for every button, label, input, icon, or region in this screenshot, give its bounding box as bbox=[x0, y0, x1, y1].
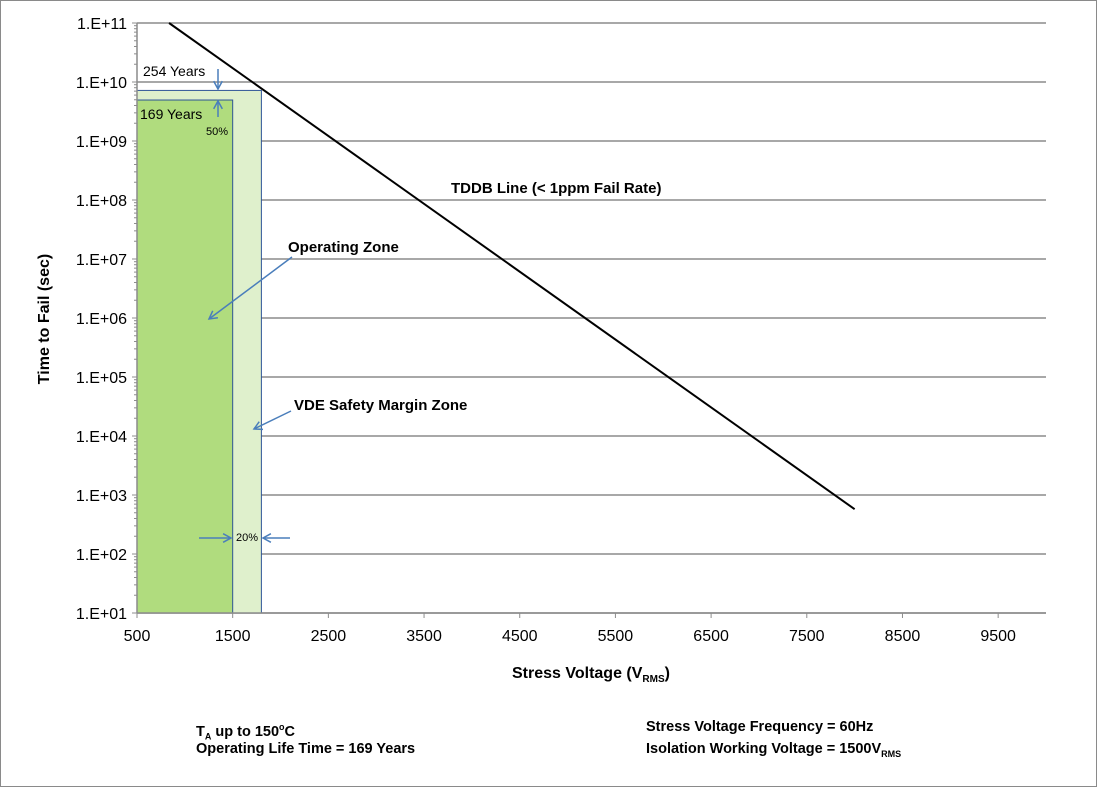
arrow-safety-zone-head bbox=[252, 421, 264, 431]
y-tick-label: 1.E+04 bbox=[76, 429, 127, 446]
ta-sub: A bbox=[204, 731, 212, 742]
y-tick-label: 1.E+01 bbox=[76, 606, 127, 623]
x-tick-label: 5500 bbox=[598, 628, 634, 645]
operating-zone bbox=[136, 99, 234, 614]
x-tick-label: 9500 bbox=[980, 628, 1016, 645]
y-tick-label: 1.E+05 bbox=[76, 370, 127, 387]
y-axis-label: Time to Fail (sec) bbox=[36, 254, 53, 384]
y-tick-label: 1.E+03 bbox=[76, 488, 127, 505]
note-frequency: Stress Voltage Frequency = 60Hz bbox=[646, 719, 874, 735]
y-tick-label: 1.E+06 bbox=[76, 311, 127, 328]
ta-label: T bbox=[196, 723, 205, 740]
label-50-percent: 50% bbox=[206, 126, 228, 138]
iso-text: Isolation Working Voltage = 1500V bbox=[646, 741, 882, 757]
safety-zone-label: VDE Safety Margin Zone bbox=[294, 397, 467, 414]
tddb-line bbox=[168, 22, 856, 510]
y-tick-label: 1.E+11 bbox=[77, 16, 127, 33]
x-axis-label: Stress Voltage (VRMS) bbox=[512, 665, 670, 685]
label-254-years: 254 Years bbox=[143, 63, 205, 79]
x-tick-label: 500 bbox=[124, 628, 151, 645]
y-tick-label: 1.E+10 bbox=[76, 75, 127, 92]
x-tick-label: 1500 bbox=[215, 628, 251, 645]
note-temperature: TA up to 150oC bbox=[196, 717, 295, 748]
note-life: Operating Life Time = 169 Years bbox=[196, 741, 416, 757]
y-tick-label: 1.E+07 bbox=[76, 252, 127, 269]
tddb-line-label: TDDB Line (< 1ppm Fail Rate) bbox=[451, 180, 661, 197]
y-tick-label: 1.E+08 bbox=[76, 193, 127, 210]
label-169-years: 169 Years bbox=[140, 106, 202, 122]
iso-sub: RMS bbox=[881, 748, 902, 759]
arrow-operating-zone-head bbox=[207, 310, 219, 320]
arrow-20-right-head bbox=[261, 533, 272, 543]
arrow-169-head bbox=[213, 99, 223, 110]
ta-end: C bbox=[284, 723, 296, 740]
arrow-operating-zone bbox=[208, 256, 293, 320]
x-tick-label: 3500 bbox=[406, 628, 442, 645]
x-tick-label: 8500 bbox=[885, 628, 921, 645]
y-tick-label: 1.E+09 bbox=[76, 134, 127, 151]
ta-mid: up to 150 bbox=[211, 723, 280, 740]
arrow-safety-zone bbox=[253, 410, 292, 430]
x-tick-label: 6500 bbox=[693, 628, 729, 645]
arrow-20-left-head bbox=[222, 533, 233, 543]
x-tick-label: 4500 bbox=[502, 628, 538, 645]
note-isolation: Isolation Working Voltage = 1500VRMS bbox=[646, 739, 901, 765]
arrow-254-head bbox=[213, 80, 223, 91]
x-tick-label: 7500 bbox=[789, 628, 825, 645]
label-20-percent: 20% bbox=[236, 532, 258, 544]
operating-zone-label: Operating Zone bbox=[288, 239, 399, 256]
x-tick-label: 2500 bbox=[311, 628, 347, 645]
ta-sup: o bbox=[279, 722, 285, 732]
y-tick-label: 1.E+02 bbox=[76, 547, 127, 564]
